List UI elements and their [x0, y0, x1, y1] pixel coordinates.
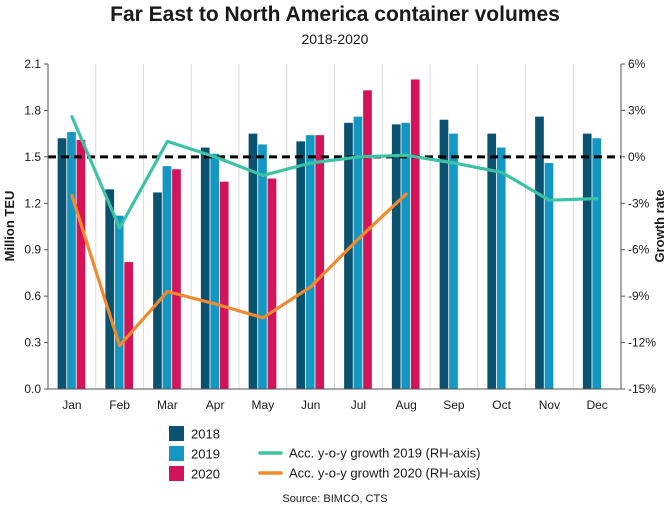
x-tick-label: Jul	[351, 398, 366, 412]
legend-swatch-2020	[169, 466, 184, 481]
bar-2019-Jul	[353, 116, 363, 389]
bar-2019-Mar	[162, 166, 172, 389]
y-tick-label: 1.2	[24, 196, 41, 210]
y2-tick-label: -12%	[628, 336, 656, 350]
legend-swatch-2018	[169, 426, 184, 441]
y-tick-label: 1.5	[24, 150, 41, 164]
bar-2018-Jun	[296, 141, 306, 389]
x-tick-label: Apr	[206, 398, 225, 412]
y-tick-label: 0.3	[24, 336, 41, 350]
bar-2019-Jun	[305, 135, 315, 389]
y2-tick-label: -9%	[628, 289, 650, 303]
legend-label-2020: 2020	[191, 467, 220, 482]
y-axis-ticks: 0.0 0.3 0.6 0.9 1.2 1.5 1.8 2.1	[24, 57, 48, 396]
bar-2018-May	[248, 133, 258, 389]
chart-subtitle: 2018-2020	[302, 31, 369, 47]
bar-2018-Jul	[344, 122, 353, 390]
bar-2019-Jan	[67, 132, 76, 389]
chart-title: Far East to North America container volu…	[110, 3, 560, 26]
y2-axis-ticks: -15% -12% -9% -6% -3% 0% 3% 6%	[621, 57, 656, 396]
bar-2018-Nov	[535, 116, 544, 389]
x-tick-label: Mar	[157, 398, 178, 412]
y-tick-label: 2.1	[24, 57, 41, 71]
bar-2018-Feb	[105, 189, 115, 389]
bar-2020-Mar	[172, 169, 181, 389]
bar-2018-Sep	[439, 119, 449, 389]
bar-2020-Jun	[315, 135, 325, 389]
line-Acc. y-o-y growth 2020 (RH-axis)	[70, 192, 408, 348]
y2-tick-label: 3%	[628, 103, 646, 117]
x-tick-label: Nov	[539, 398, 560, 412]
legend: 2018 2019 2020 Acc. y-o-y growth 2019 (RH-a…	[169, 426, 480, 482]
bar-2020-Jul	[363, 90, 372, 390]
line-Acc. y-o-y growth 2019 (RH-axis)	[70, 114, 599, 230]
growth-lines	[70, 114, 599, 348]
y-tick-label: 0.9	[24, 243, 41, 257]
y2-axis-title: Growth rate	[652, 190, 667, 263]
grid-lines	[47, 64, 622, 389]
x-tick-label: Oct	[492, 398, 511, 412]
legend-label-2019: 2019	[191, 447, 220, 462]
x-tick-label: Feb	[109, 398, 130, 412]
bar-2019-Nov	[544, 163, 554, 389]
bar-2018-Apr	[200, 147, 210, 389]
legend-label-Acc. y-o-y growth 2019 (RH-axis): Acc. y-o-y growth 2019 (RH-axis)	[289, 446, 480, 461]
bar-2019-Sep	[449, 133, 458, 389]
y2-tick-label: -3%	[628, 196, 650, 210]
bar-2019-Dec	[592, 138, 602, 389]
y2-tick-label: -15%	[628, 382, 656, 396]
bar-2019-Oct	[496, 147, 506, 389]
bars	[57, 79, 602, 390]
legend-swatch-2019	[169, 446, 184, 461]
bar-2020-Apr	[219, 181, 229, 389]
y-tick-label: 0.6	[24, 289, 41, 303]
bar-2020-Feb	[124, 262, 134, 389]
bar-2020-Aug	[410, 79, 420, 389]
y-tick-label: 1.8	[24, 103, 41, 117]
y2-tick-label: 6%	[628, 57, 646, 71]
bar-2019-Aug	[401, 122, 411, 390]
y-axis-title: Million TEU	[2, 191, 17, 262]
x-tick-label: Jun	[301, 398, 320, 412]
bar-2020-Jan	[76, 139, 86, 389]
bar-2018-Dec	[582, 133, 592, 389]
bar-2019-Apr	[210, 153, 220, 389]
plot-frame	[47, 64, 622, 390]
x-axis-ticks: Jan Feb Mar Apr May Jun Jul Aug Sep Oct Nov Dec	[62, 398, 608, 412]
y-tick-label: 0.0	[24, 382, 41, 396]
bar-2018-Mar	[153, 192, 162, 389]
legend-label-2018: 2018	[191, 427, 220, 442]
x-tick-label: Dec	[586, 398, 607, 412]
x-tick-label: May	[252, 398, 275, 412]
bar-2018-Oct	[487, 133, 497, 389]
legend-label-Acc. y-o-y growth 2020 (RH-axis): Acc. y-o-y growth 2020 (RH-axis)	[289, 466, 480, 481]
x-tick-label: Aug	[395, 398, 416, 412]
bar-2018-Aug	[391, 124, 401, 389]
bar-2020-May	[267, 178, 277, 389]
y2-tick-label: -6%	[628, 243, 650, 257]
bar-2019-Feb	[114, 215, 124, 389]
bar-2019-May	[258, 144, 267, 389]
x-tick-label: Jan	[62, 398, 81, 412]
bar-2018-Jan	[57, 138, 67, 389]
y2-tick-label: 0%	[628, 150, 646, 164]
source-note: Source: BIMCO, CTS	[282, 493, 387, 505]
x-tick-label: Sep	[443, 398, 465, 412]
